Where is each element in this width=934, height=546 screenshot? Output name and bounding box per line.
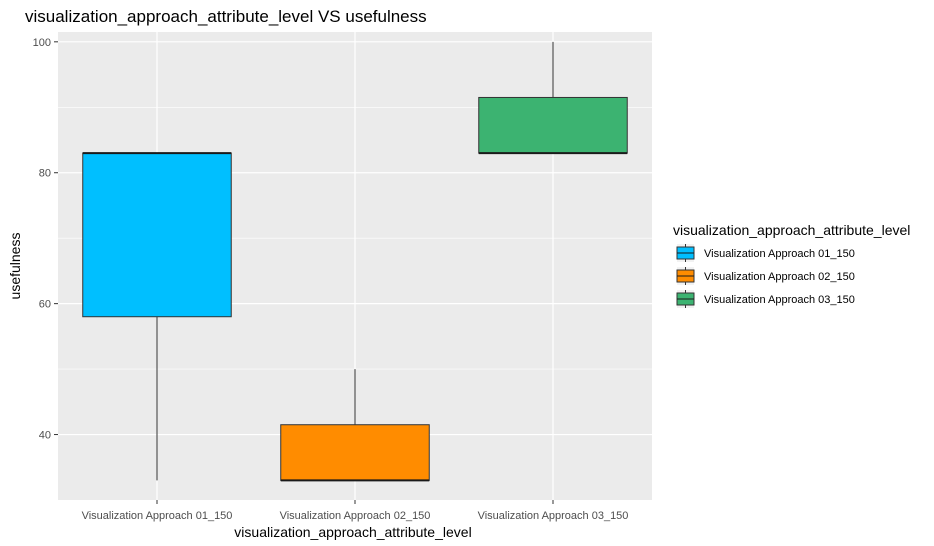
- box-plot: [478, 41, 628, 155]
- x-tick-label: Visualization Approach 03_150: [478, 510, 629, 522]
- chart-title: visualization_approach_attribute_level V…: [25, 7, 427, 26]
- box-body: [82, 152, 232, 318]
- x-axis-title: visualization_approach_attribute_level: [234, 524, 471, 540]
- legend-key: [676, 244, 695, 262]
- box-plot: [280, 369, 430, 482]
- legend-label: Visualization Approach 03_150: [704, 294, 855, 306]
- legend-key: [676, 290, 695, 308]
- y-tick-label: 60: [39, 299, 51, 311]
- legend-label: Visualization Approach 01_150: [704, 248, 855, 260]
- box-body: [280, 424, 430, 481]
- x-tick-label: Visualization Approach 02_150: [280, 510, 431, 522]
- y-tick-label: 40: [39, 430, 51, 442]
- box-body: [478, 96, 628, 154]
- box-plot: [82, 152, 232, 481]
- y-tick-label: 100: [33, 37, 51, 49]
- legend-title: visualization_approach_attribute_level: [673, 222, 910, 238]
- y-axis-title: usefulness: [7, 233, 23, 300]
- x-tick-label: Visualization Approach 01_150: [82, 510, 233, 522]
- legend-key: [676, 267, 695, 285]
- box-plots: [82, 41, 628, 482]
- legend-label: Visualization Approach 02_150: [704, 271, 855, 283]
- y-tick-label: 80: [39, 168, 51, 180]
- legend: visualization_approach_attribute_level V…: [673, 222, 910, 308]
- axes: 40 60 80 100 Visualization Approach 01_150 Vi…: [33, 37, 629, 522]
